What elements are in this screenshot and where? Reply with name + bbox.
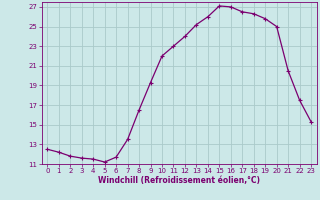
- X-axis label: Windchill (Refroidissement éolien,°C): Windchill (Refroidissement éolien,°C): [98, 176, 260, 185]
